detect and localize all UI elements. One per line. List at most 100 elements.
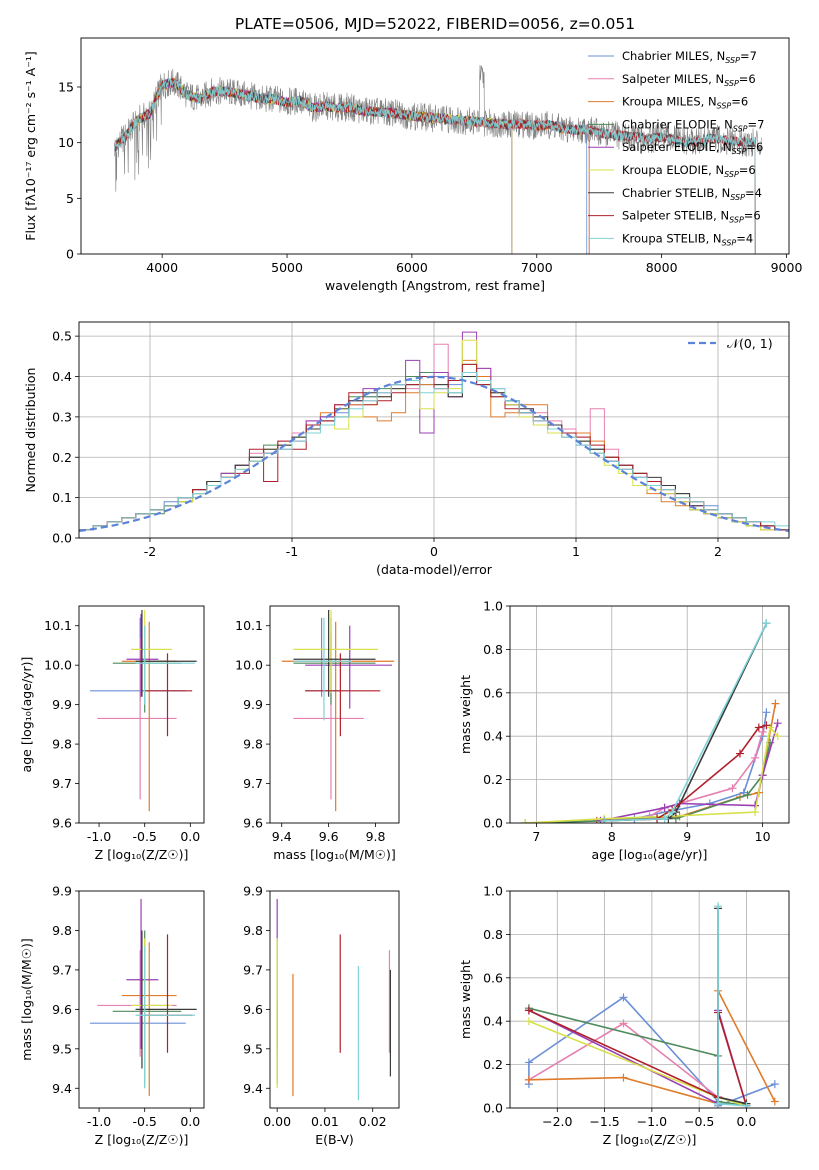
series-line: [525, 725, 779, 823]
plot-area: [89, 609, 197, 812]
series-marker: [714, 902, 723, 911]
legend-label: Kroupa ELODIE, NSSP=6: [622, 163, 756, 179]
series-marker: [754, 723, 763, 732]
y-tick-label: 0.2: [483, 1057, 503, 1072]
y-tick-label: 9.4: [243, 1081, 263, 1096]
x-axis-label: age [log₁₀(age/yr)]: [592, 847, 708, 862]
series-marker: [728, 784, 737, 793]
series-line: [528, 1007, 747, 1107]
plot-area: [276, 898, 391, 1101]
y-axis-label: age [log₁₀(age/yr)]: [19, 657, 34, 773]
panel-mass_weight_vs_age: 7 8 9 10 0.0 0.2 0.4 0.6 0.8 1.0 age [log₁₀(age/yr…: [458, 599, 790, 862]
panel-residual_hist: -2 -1 0 1 2 0.0 0.1 0.2 0.3 0.4 0.5 (data-model)/er…: [23, 321, 790, 577]
x-tick-label: −2.0: [542, 1114, 572, 1129]
y-tick-label: 0: [66, 247, 74, 262]
series-marker: [521, 819, 530, 823]
series-line: [604, 623, 768, 822]
y-axis-label: mass [log₁₀(M/M☉)]: [19, 938, 34, 1060]
axes-frame: [509, 605, 790, 824]
series-line: [717, 908, 747, 1105]
y-tick-label: 9.4: [52, 1081, 72, 1096]
figure-title: PLATE=0506, MJD=52022, FIBERID=0056, z=0…: [235, 15, 635, 33]
axes-frame: [80, 37, 790, 255]
x-tick-label: -0.5: [132, 1114, 156, 1129]
panel-mass_vs_Z: -1.0 -0.5 0.0 9.4 9.5 9.6 9.7 9.8 9.9 Z [log₁₀(Z/…: [19, 884, 205, 1147]
legend-label: Chabrier STELIB, NSSP=4: [622, 186, 762, 202]
y-tick-label: 9.6: [243, 816, 263, 831]
legend-label: Salpeter ELODIE, NSSP=6: [622, 140, 763, 156]
series-marker: [751, 808, 760, 817]
y-tick-label: 9.6: [52, 1002, 72, 1017]
series-line: [528, 1009, 748, 1107]
y-tick-label: 9.6: [52, 816, 72, 831]
panel-mass_weight_vs_Z: −2.0 −1.5 −1.0 −0.5 0.0 0.0 0.2 0.4 0.6 0.8 1.0 Z […: [458, 884, 790, 1147]
x-tick-label: -1: [286, 544, 298, 559]
x-tick-label: 10: [755, 829, 771, 844]
x-tick-label: 5000: [271, 260, 303, 275]
x-tick-label: 9.8: [366, 829, 386, 844]
y-tick-label: 9.9: [243, 697, 263, 712]
x-tick-label: -1.0: [87, 1114, 111, 1129]
y-tick-label: 10.1: [235, 618, 263, 633]
series-marker: [771, 699, 780, 708]
legend-label: Kroupa MILES, NSSP=6: [622, 95, 748, 111]
y-tick-label: 9.7: [243, 776, 263, 791]
series-marker: [742, 1101, 751, 1108]
series-marker: [600, 816, 609, 823]
series-marker: [762, 619, 771, 628]
y-tick-label: 9.7: [52, 776, 72, 791]
axes-frame: [509, 890, 790, 1109]
series-marker: [619, 993, 628, 1002]
y-tick-label: 0.4: [483, 729, 503, 744]
normal-reference-curve: [79, 375, 789, 532]
series-marker: [524, 1058, 533, 1067]
x-tick-label: −1.5: [589, 1114, 619, 1129]
x-tick-label: 2: [714, 544, 722, 559]
y-tick-label: 10.0: [44, 658, 72, 673]
y-tick-label: 9.9: [52, 884, 72, 899]
y-axis-label: mass weight: [458, 960, 473, 1039]
series-marker: [751, 753, 760, 762]
legend-label: 𝒩(0, 1): [727, 336, 773, 351]
x-tick-label: 9.6: [319, 829, 339, 844]
y-tick-label: 0.5: [52, 329, 72, 344]
series-marker: [524, 1075, 533, 1084]
plot-area: [281, 609, 395, 812]
y-tick-label: 0.2: [52, 450, 72, 465]
x-axis-label: E(B-V): [315, 1132, 354, 1147]
y-tick-label: 0.4: [483, 1014, 503, 1029]
x-tick-label: −1.0: [637, 1114, 667, 1129]
series-line: [717, 906, 747, 1107]
panel-spectrum: 4000 5000 6000 7000 8000 9000 0 5 10 15 wavelength…: [23, 37, 802, 293]
y-tick-label: 9.7: [243, 962, 263, 977]
axes-frame: [78, 890, 205, 1109]
x-tick-label: 9.4: [272, 829, 292, 844]
plot-area: [114, 64, 762, 254]
series-line: [604, 731, 764, 822]
series-marker: [660, 803, 669, 812]
y-tick-label: 9.8: [243, 737, 263, 752]
y-tick-label: 9.6: [243, 1002, 263, 1017]
plot-area: [521, 619, 782, 823]
y-tick-label: 10: [58, 135, 74, 150]
axes-frame: [269, 890, 400, 1109]
x-tick-label: −0.5: [684, 1114, 714, 1129]
y-tick-label: 5: [66, 191, 74, 206]
y-tick-label: 0.0: [483, 816, 503, 831]
y-tick-label: 9.9: [52, 697, 72, 712]
x-tick-label: 0.00: [263, 1114, 291, 1129]
x-axis-label: Z [log₁₀(Z/Z☉)]: [95, 1132, 189, 1147]
legend-label: Chabrier MILES, NSSP=7: [622, 49, 757, 65]
plot-area: [89, 898, 197, 1097]
x-tick-label: 8000: [646, 260, 678, 275]
y-tick-label: 9.9: [243, 884, 263, 899]
x-tick-label: -1.0: [87, 829, 111, 844]
y-tick-label: 1.0: [483, 884, 503, 899]
x-tick-label: 9: [683, 829, 691, 844]
x-tick-label: 8: [608, 829, 616, 844]
x-axis-label: (data-model)/error: [376, 562, 493, 577]
y-tick-label: 9.8: [52, 737, 72, 752]
series-marker: [714, 1099, 723, 1108]
y-tick-label: 0.0: [52, 531, 72, 546]
x-tick-label: -0.5: [132, 829, 156, 844]
